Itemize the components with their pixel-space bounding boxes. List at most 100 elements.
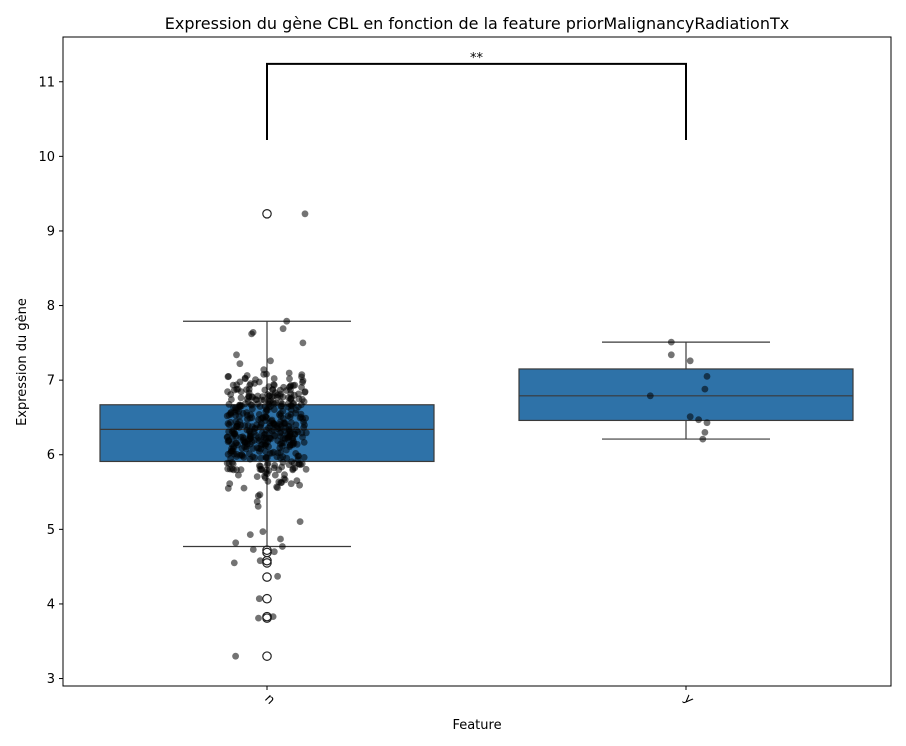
strip-point-n (235, 408, 243, 415)
strip-point-n (225, 411, 233, 419)
strip-point-n (297, 401, 305, 409)
strip-point-n (241, 375, 249, 383)
strip-point-n (248, 330, 256, 338)
strip-point-y (686, 357, 694, 365)
strip-point-n (244, 397, 252, 405)
chart-title: Expression du gène CBL en fonction de la… (165, 14, 789, 33)
strip-point-n (264, 391, 272, 398)
strip-point-n (230, 559, 238, 567)
strip-point-n (270, 375, 278, 382)
strip-point-n (278, 479, 285, 486)
strip-point-n (249, 405, 256, 413)
strip-point-n (264, 478, 272, 485)
strip-point-n (230, 466, 237, 474)
strip-point-n (266, 450, 274, 457)
strip-point-n (262, 469, 270, 476)
strip-point-n (276, 444, 284, 452)
x-axis-label: Feature (452, 718, 501, 733)
outlier-point (262, 208, 272, 219)
box-y (518, 341, 854, 440)
strip-point-n (277, 433, 285, 440)
strip-point-n (256, 491, 264, 499)
strip-point-n (246, 428, 254, 436)
strip-point-n (290, 437, 297, 445)
outlier-point (262, 572, 272, 582)
strip-point-n (274, 484, 281, 492)
strip-point-y (646, 392, 654, 400)
strip-point-n (248, 423, 256, 430)
strip-point-n (286, 375, 293, 383)
strip-point-n (249, 546, 257, 553)
strip-point-n (236, 378, 244, 386)
strip-point-n (229, 434, 236, 441)
strip-point-n (299, 377, 307, 384)
y-tick-label: 8 (47, 299, 55, 314)
y-tick-label: 5 (47, 523, 55, 538)
strip-point-n (277, 412, 285, 420)
strip-point-n (261, 403, 269, 410)
strip-point-n (262, 442, 269, 449)
strip-point-n (246, 455, 254, 463)
strip-point-n (279, 543, 286, 550)
strip-point-n (269, 386, 276, 393)
strip-point-n (292, 406, 300, 414)
y-tick-label: 11 (38, 75, 55, 90)
strip-point-n (227, 418, 234, 426)
strip-point-n (255, 614, 262, 622)
strip-point-n (236, 413, 243, 420)
significance-label: ** (470, 51, 484, 66)
strip-point-y (701, 385, 709, 393)
y-axis-label: Expression du gène (15, 298, 30, 426)
strip-point-n (292, 421, 300, 429)
strip-point-n (255, 595, 263, 603)
strip-point-y (701, 429, 709, 436)
strip-point-n (228, 459, 236, 466)
strip-point-n (227, 391, 235, 398)
strip-point-n (286, 383, 293, 391)
y-axis: 3 4 5 6 7 8 9 10 11 (38, 75, 63, 687)
strip-point-n (242, 445, 250, 453)
strip-point-n (291, 430, 299, 438)
y-tick-label: 3 (47, 672, 55, 687)
y-tick-label: 10 (38, 150, 55, 165)
strip-point-n (300, 439, 308, 446)
strip-point-n (274, 572, 281, 580)
strip-point-n (236, 401, 243, 409)
strip-point-n (295, 452, 302, 460)
strip-point-n (239, 436, 247, 444)
strip-point-n (284, 400, 292, 407)
x-tick-label: n (261, 691, 277, 707)
strip-point-n (253, 473, 261, 480)
strip-point-n (228, 396, 235, 403)
strip-point-n (291, 381, 299, 389)
strip-point-n (285, 369, 293, 377)
y-tick-label: 9 (47, 224, 55, 239)
strip-point-n (246, 531, 254, 538)
strip-point-n (296, 518, 304, 525)
strip-point-n (255, 378, 263, 386)
strip-point-n (232, 652, 240, 660)
strip-point-n (302, 465, 310, 473)
strip-point-n (253, 498, 261, 506)
strip-point-n (223, 459, 231, 467)
strip-point-n (268, 416, 276, 424)
strip-point-n (295, 395, 303, 403)
strip-point-n (240, 484, 248, 492)
y-tick-label: 4 (47, 597, 55, 612)
strip-point-n (256, 557, 264, 565)
strip-point-n (266, 434, 273, 442)
strip-point-n (301, 210, 309, 218)
strip-point-n (255, 416, 262, 423)
strip-point-n (285, 433, 293, 440)
box-series (99, 208, 854, 661)
bracket-line (266, 62, 687, 140)
strip-point-n (237, 466, 245, 474)
strip-point-n (271, 471, 279, 479)
strip-point-n (246, 414, 254, 422)
strip-point-n (256, 423, 264, 431)
strip-point-n (272, 399, 280, 407)
strip-point-n (223, 433, 231, 441)
strip-point-n (243, 409, 251, 416)
